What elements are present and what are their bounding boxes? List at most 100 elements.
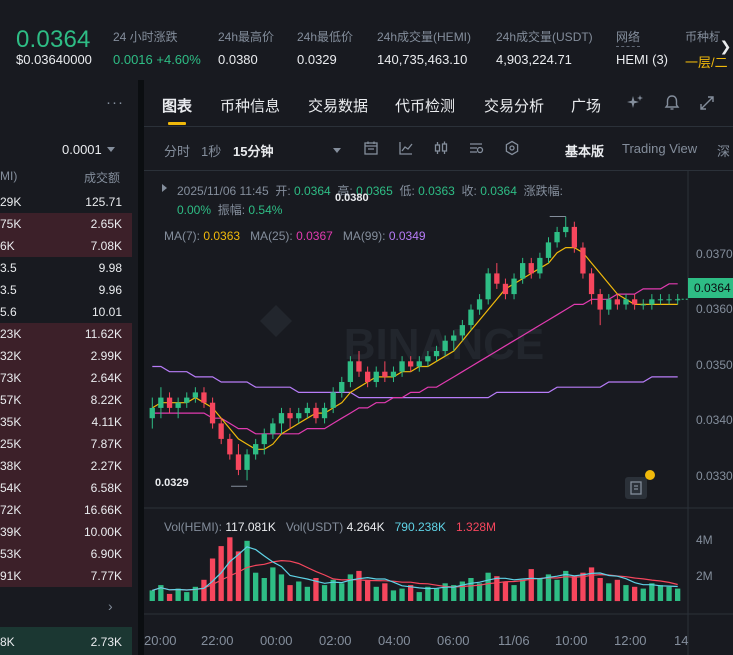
settings-hex-icon[interactable] xyxy=(504,140,520,156)
candle-body xyxy=(166,397,173,408)
ma-legend: MA(7): 0.0363 MA(25): 0.0367 MA(99): 0.0… xyxy=(164,229,426,243)
y-tick-label: 0.0370 xyxy=(696,247,733,261)
order-total: 16.66K xyxy=(83,503,122,517)
amplitude-value: 0.54% xyxy=(248,203,283,217)
order-total: 6.58K xyxy=(90,481,122,495)
view-depth[interactable]: 深 xyxy=(717,144,731,159)
chart-expand-button[interactable] xyxy=(625,477,647,499)
order-book-row[interactable]: 57K 8.22K xyxy=(0,389,132,411)
vol-ma2-value: 1.328M xyxy=(456,520,497,534)
volume-legend: Vol(HEMI): 117.081K Vol(USDT) 4.264K 790… xyxy=(164,520,496,534)
candle-body xyxy=(545,242,552,258)
depth-bar xyxy=(0,521,132,543)
ohlc-legend-line2: 0.00% 振幅: 0.54% xyxy=(177,201,282,218)
volume-bar xyxy=(209,558,216,601)
order-book-row[interactable]: 23K 11.62K xyxy=(0,323,132,345)
order-book-row[interactable]: 3.5 9.96 xyxy=(0,279,132,301)
fullscreen-icon[interactable] xyxy=(698,94,716,112)
order-book-row[interactable]: 29K 125.71 xyxy=(0,191,132,213)
order-total: 8.22K xyxy=(90,393,122,407)
order-total: 9.96 xyxy=(98,283,122,297)
candles-icon[interactable] xyxy=(433,140,449,156)
tick-size-select[interactable]: 0.0001 xyxy=(62,142,115,157)
calendar-icon[interactable] xyxy=(363,140,379,156)
depth-bar xyxy=(0,477,132,499)
interval-15m[interactable]: 15分钟 xyxy=(233,144,274,159)
order-book-row[interactable]: 38K 2.27K xyxy=(0,455,132,477)
view-trading-view[interactable]: Trading View xyxy=(622,141,698,156)
order-book-row[interactable]: 54K 6.58K xyxy=(0,477,132,499)
order-book-row[interactable]: 25K 7.87K xyxy=(0,433,132,455)
network-value[interactable]: HEMI (3) xyxy=(616,52,668,67)
volume-bar xyxy=(390,590,397,601)
volume-bar xyxy=(425,586,431,601)
order-book-row[interactable]: 39K 10.00K xyxy=(0,521,132,543)
interval-time[interactable]: 分时 xyxy=(164,144,191,159)
order-book-row[interactable]: 3.5 9.98 xyxy=(0,257,132,279)
order-amount: 35K xyxy=(0,415,22,429)
volume-bar xyxy=(408,585,414,601)
change-label: 涨跌幅: xyxy=(523,184,563,198)
order-book-row[interactable]: 6K 7.08K xyxy=(0,235,132,257)
volume-bar xyxy=(597,578,603,601)
high-label: 高: xyxy=(337,184,353,198)
order-book-row[interactable]: 32K 2.99K xyxy=(0,345,132,367)
tab-coin-info[interactable]: 币种信息 xyxy=(220,98,281,115)
tab-chart[interactable]: 图表 xyxy=(162,98,193,115)
candle-body xyxy=(296,413,302,419)
interval-caret-down-icon[interactable] xyxy=(333,148,341,153)
order-book-row[interactable]: 5.6 10.01 xyxy=(0,301,132,323)
vol-hemi-value: 117.081K xyxy=(225,520,276,534)
volume-bar xyxy=(253,572,259,601)
tab-trading-data[interactable]: 交易数据 xyxy=(308,98,369,115)
stat-value-24h-volume-hemi: 140,735,463.10 xyxy=(377,52,468,67)
order-book-row[interactable]: 73K 2.64K xyxy=(0,367,132,389)
volume-bar xyxy=(313,578,319,601)
order-amount: 25K xyxy=(0,437,22,451)
depth-bar xyxy=(0,455,132,477)
volume-ma10-line xyxy=(152,559,678,591)
low-label: 低: xyxy=(399,184,415,198)
volume-bar xyxy=(330,579,336,602)
tab-token-check[interactable]: 代币检测 xyxy=(395,98,456,115)
volume-bar xyxy=(433,588,440,601)
volume-bar xyxy=(606,583,612,601)
ai-sparkle-icon[interactable] xyxy=(627,94,645,112)
order-amount: 29K xyxy=(0,195,22,209)
order-total: 10.00K xyxy=(83,525,122,539)
depth-bar xyxy=(0,627,132,655)
kline-chart[interactable]: BINANCE xyxy=(144,171,733,655)
volume-bar xyxy=(657,585,664,601)
order-book-row[interactable]: 75K 2.65K xyxy=(0,213,132,235)
bell-icon[interactable] xyxy=(663,94,681,112)
order-amount: 38K xyxy=(0,459,22,473)
token-tag-label: 币种标 xyxy=(685,30,722,44)
collapse-legend-icon[interactable] xyxy=(162,184,167,192)
ma99-label: MA(99): xyxy=(342,229,386,243)
order-total: 125.71 xyxy=(85,195,122,209)
token-tag-value[interactable]: 一层/二 xyxy=(685,55,728,70)
order-total: 2.73K xyxy=(90,635,122,649)
more-menu-icon[interactable]: ··· xyxy=(106,94,124,111)
order-book-row[interactable]: 72K 16.66K xyxy=(0,499,132,521)
vol-usdt-value: 4.264K xyxy=(346,520,385,534)
tab-square[interactable]: 广场 xyxy=(571,98,602,115)
candle-body xyxy=(373,371,379,382)
candle-body xyxy=(528,263,534,274)
candle-body xyxy=(270,423,276,434)
vol-usdt-label: Vol(USDT) xyxy=(285,520,344,534)
interval-1s[interactable]: 1秒 xyxy=(201,144,222,159)
view-basic[interactable]: 基本版 xyxy=(565,144,605,159)
order-book-row[interactable]: 53K 6.90K xyxy=(0,543,132,565)
chevron-right-icon[interactable]: ❯ xyxy=(718,34,733,58)
tab-trade-analysis[interactable]: 交易分析 xyxy=(484,98,545,115)
network-label[interactable]: 网络 xyxy=(616,28,641,47)
candle-body xyxy=(390,371,397,377)
volume-bar xyxy=(554,579,560,602)
chevron-right-icon[interactable]: › xyxy=(108,598,113,614)
order-book-row[interactable]: 91K 7.77K xyxy=(0,565,132,587)
line-chart-icon[interactable] xyxy=(398,140,414,156)
indicators-icon[interactable] xyxy=(468,140,484,156)
candle-body xyxy=(666,299,672,301)
order-book-row[interactable]: 35K 4.11K xyxy=(0,411,132,433)
